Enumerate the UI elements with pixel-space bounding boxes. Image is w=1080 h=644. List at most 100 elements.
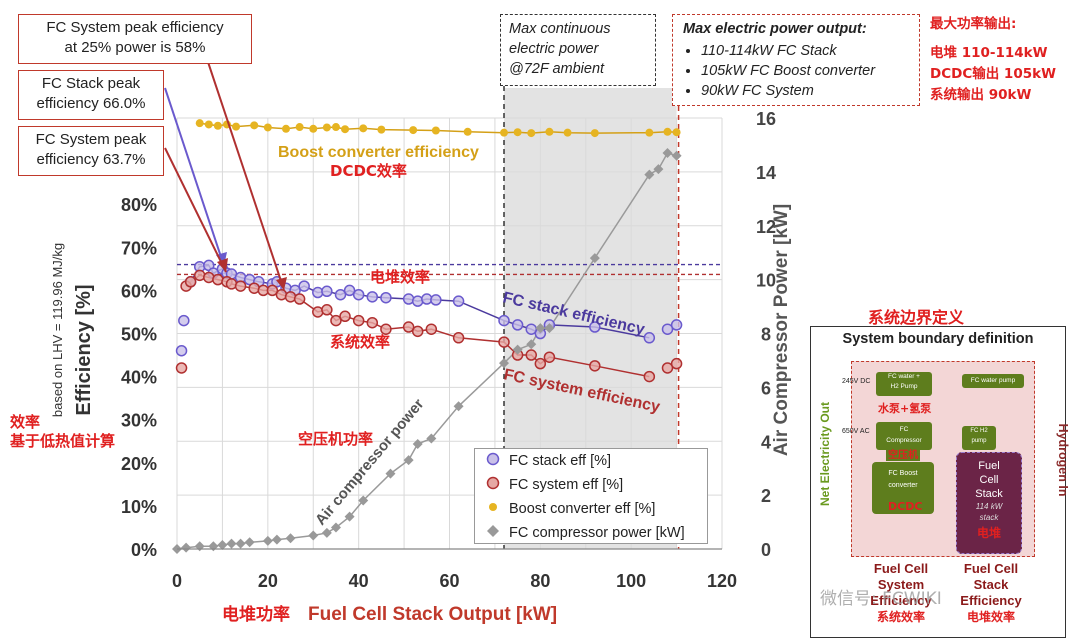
compressor-power-point [226, 538, 237, 549]
x-tick-label: 20 [258, 571, 278, 591]
callout-system-peak: FC System peak efficiency 63.7% [18, 126, 164, 176]
max-output-cn-line: DCDC输出 105kW [930, 66, 1056, 82]
callout-stack-peak-line2: efficiency 66.0% [36, 95, 146, 112]
compressor-power-point [403, 455, 414, 466]
compressor-power-point [426, 433, 437, 444]
max-output-cn-line: 系统输出 90kW [930, 87, 1032, 103]
boost-eff-point [409, 126, 418, 135]
y-left-tick-label: 0% [131, 540, 157, 560]
watermark: 微信号: FCWIKI [820, 589, 942, 609]
y-right-tick-label: 2 [761, 486, 771, 506]
max-output-cn: 最大功率输出: 电堆 110-114kW DCDC输出 105kW 系统输出 9… [930, 14, 1074, 106]
compressor-power-point [412, 438, 423, 449]
max-continuous-line3: @72F ambient [509, 61, 605, 77]
stack-line: Cell [979, 474, 999, 486]
y-right-tick-label: 8 [761, 325, 771, 345]
boost-eff-point [431, 126, 440, 135]
x-tick-label: 120 [707, 571, 737, 591]
compressor-power-point [453, 401, 464, 412]
system-25-arrow [207, 61, 285, 291]
water-pump-line: H2 Pump [890, 383, 918, 390]
boost-eff-point [463, 127, 472, 136]
legend-label: FC system eff [%] [509, 477, 624, 493]
x-tick-label: 100 [616, 571, 646, 591]
compressor-line: FC [899, 426, 909, 433]
compressor-power-point [262, 535, 273, 546]
compressor-power-point [244, 537, 255, 548]
legend-entry-stack: FC stack eff [%] [481, 449, 701, 473]
boost-eff-point [377, 125, 386, 134]
callout-system-peak-line1: FC System peak [35, 131, 147, 148]
boost-eff-point [204, 120, 213, 129]
max-output-item: 110-114kW FC Stack [701, 41, 909, 61]
legend-label: FC stack eff [%] [509, 453, 612, 469]
sys-eff-line: Fuel Cell [873, 561, 929, 576]
y-right-tick-label: 4 [761, 432, 771, 452]
x-axis-title: Fuel Cell Stack Output [kW] [308, 604, 557, 625]
boost-eff-point [213, 121, 222, 130]
compressor-line: Compressor [886, 437, 922, 444]
callout-arrows [164, 61, 287, 291]
legend-label: Boost converter eff [%] [509, 501, 656, 517]
system-eff-point [293, 293, 306, 305]
y-right-tick-label: 14 [756, 163, 776, 183]
system-eff-point [339, 310, 351, 323]
y-left-tick-label: 50% [121, 325, 157, 345]
compressor-power-point [544, 323, 555, 334]
sys-eff-cn: 系统效率 [876, 610, 925, 624]
boost-eff-point [545, 127, 554, 136]
boost-eff-point [513, 128, 522, 137]
y-right-tick-label: 6 [761, 378, 771, 398]
h2-pump-line: FC H2 [970, 428, 988, 434]
stack-peak-arrow [164, 87, 225, 267]
x-axis-title-cn: 电堆功率 [222, 604, 290, 625]
compressor-power-point [358, 495, 369, 506]
boost-eff-point [232, 122, 241, 131]
y-left-tick-label: 20% [121, 454, 157, 474]
stack-eff-line: Stack [973, 577, 1009, 592]
x-tick-label: 60 [439, 571, 459, 591]
boost-eff-point [322, 123, 331, 132]
compressor-label-cn: 空压机功率 [298, 430, 373, 448]
boost-eff-point [663, 127, 672, 136]
boost-eff-point [250, 121, 259, 130]
callout-stack-peak-line1: FC Stack peak [41, 75, 141, 92]
stack-eff-point [352, 288, 365, 301]
stack-eff-point [511, 319, 524, 331]
stack-eff-point [525, 323, 537, 335]
stack-eff-point [661, 323, 674, 335]
legend: FC stack eff [%] FC system eff [%] Boost… [474, 448, 708, 544]
system-label-cn: 系统效率 [330, 333, 390, 351]
boost-eff-point [590, 129, 599, 138]
system-eff-point [321, 304, 333, 316]
h2-pump-box: FC H2 pump [962, 426, 996, 450]
stack-eff-point [343, 284, 356, 297]
system-eff-point [234, 280, 247, 292]
system-eff-point [498, 336, 510, 348]
voltage-650: 650V AC [842, 428, 870, 435]
sys-eff-line: System [877, 577, 925, 592]
compressor-power-point [181, 542, 192, 553]
max-continuous-line2: electric power [509, 41, 599, 57]
system-eff-point [352, 314, 365, 327]
system-peak-arrowhead [217, 258, 228, 272]
legend-dot-icon [481, 501, 505, 517]
stack-eff-point [334, 288, 347, 301]
max-output-list: 110-114kW FC Stack 105kW FC Boost conver… [683, 41, 909, 101]
stack-eff-point [498, 314, 510, 327]
stack-label-cn: 电堆效率 [370, 268, 430, 286]
boost-eff-point [195, 119, 204, 128]
compressor-box: FC Compressor [876, 422, 932, 450]
y-right-tick-label: 16 [756, 109, 776, 129]
compressor-power-point [321, 527, 332, 538]
system-eff-point [330, 314, 342, 327]
compressor-power-point [653, 164, 664, 175]
system-eff-point [452, 332, 465, 344]
boost-eff-point [295, 123, 304, 132]
boost-box: FC Boost converter [872, 462, 934, 514]
stack-eff-line: Efficiency [960, 593, 1022, 608]
legend-entry-compressor: FC compressor power [kW] [481, 521, 701, 545]
boost-eff-point [331, 123, 340, 132]
system-eff-point [266, 284, 279, 297]
